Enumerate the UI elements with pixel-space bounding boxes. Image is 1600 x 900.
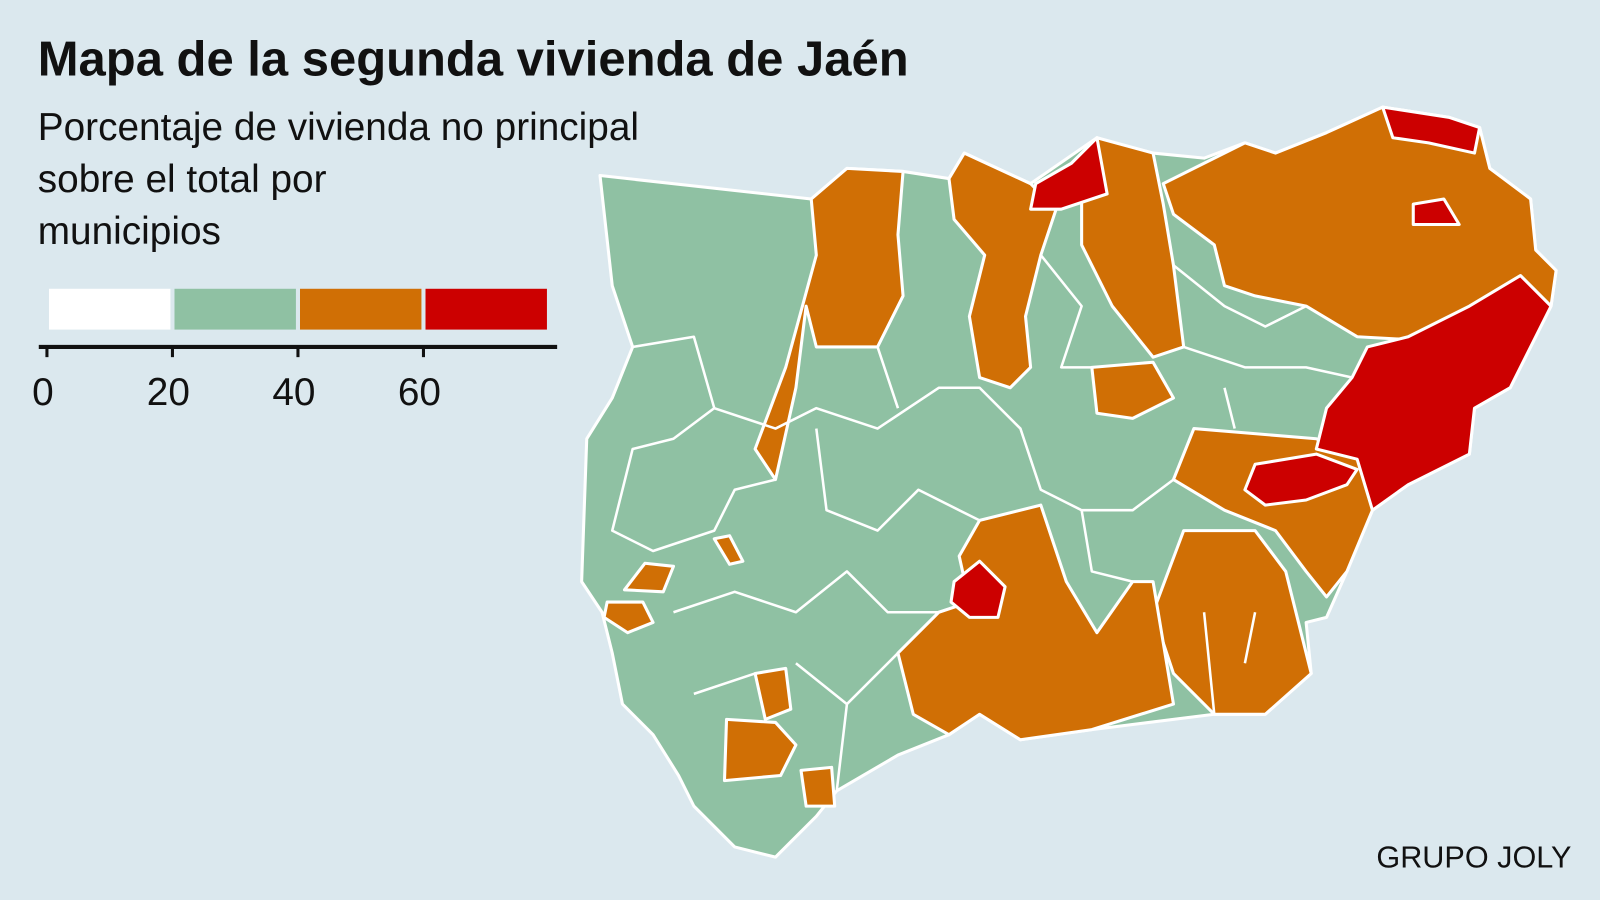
region	[1314, 273, 1553, 512]
region	[753, 166, 905, 482]
border	[815, 254, 1092, 532]
region	[1411, 197, 1461, 227]
legend-tick-label: 60	[398, 371, 441, 414]
region	[602, 561, 675, 635]
red-regions	[949, 105, 1553, 619]
region	[1090, 360, 1176, 420]
subtitle-line: municipios	[38, 210, 221, 253]
region	[1161, 105, 1558, 344]
region	[1381, 105, 1482, 155]
province-map	[580, 105, 1558, 859]
subtitle-line: Porcentaje de vivienda no principal	[38, 106, 639, 149]
border	[713, 386, 1175, 512]
legend-swatch	[48, 288, 171, 330]
legend-swatch	[174, 288, 296, 330]
border	[673, 570, 939, 614]
region	[896, 503, 1176, 742]
municipal-borders	[610, 254, 1353, 791]
border	[1172, 264, 1353, 429]
border	[1080, 509, 1257, 715]
region	[949, 559, 1007, 619]
legend-swatch	[425, 288, 547, 330]
source: GRUPO JOLY	[1376, 840, 1571, 874]
region	[1029, 136, 1109, 211]
region	[712, 534, 745, 566]
legend-swatch	[300, 288, 422, 330]
legend: 0 20 40 60	[32, 288, 558, 414]
region	[947, 151, 1058, 390]
region	[1243, 452, 1359, 507]
border	[610, 335, 776, 553]
subtitle-line: sobre el total por	[38, 158, 327, 201]
legend-tick-label: 20	[147, 371, 190, 414]
legend-tick-label: 0	[32, 371, 54, 414]
border	[693, 652, 899, 791]
title: Mapa de la segunda vivienda de Jaén	[38, 33, 909, 87]
legend-tick-label: 40	[272, 371, 315, 414]
region	[722, 666, 837, 808]
